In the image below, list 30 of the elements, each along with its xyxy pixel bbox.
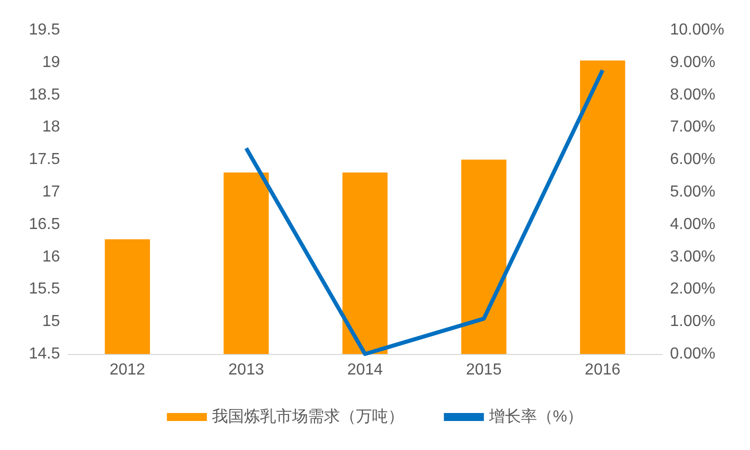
y2-tick-label: 4.00% [670,216,716,233]
y2-tick-label: 0.00% [670,346,716,362]
y2-tick-label: 10.00% [670,22,724,38]
y2-tick-label: 3.00% [670,248,716,266]
y-tick-label: 19 [42,54,60,71]
x-tick-label: 2012 [110,362,146,378]
y-tick-label: 15.5 [28,280,60,298]
y-tick-label: 18.5 [28,86,60,104]
x-tick-label: 2013 [228,362,264,378]
y2-tick-label: 8.00% [670,86,716,104]
y-tick-label: 16.5 [28,216,60,233]
y2-tick-label: 9.00% [670,54,716,71]
y-tick-label: 18 [42,118,60,136]
y2-tick-label: 2.00% [670,280,716,298]
y-tick-label: 14.5 [28,346,60,362]
y-tick-label: 17.5 [28,151,60,168]
y2-tick-label: 7.00% [670,118,716,136]
y-tick-label: 16 [42,248,60,266]
y-tick-label: 17 [42,184,60,200]
y-tick-label: 19.5 [28,22,60,38]
y2-tick-label: 1.00% [670,313,716,330]
legend-label: 我国炼乳市场需求（万吨） [212,408,404,426]
x-tick-label: 2016 [584,362,620,378]
y2-tick-label: 5.00% [670,184,716,200]
y-tick-label: 15 [42,313,60,330]
legend-label: 增长率（%） [488,408,584,426]
x-tick-label: 2015 [466,362,502,378]
y2-tick-label: 6.00% [670,151,716,168]
line-series [244,68,605,356]
x-tick-label: 2014 [347,362,383,378]
